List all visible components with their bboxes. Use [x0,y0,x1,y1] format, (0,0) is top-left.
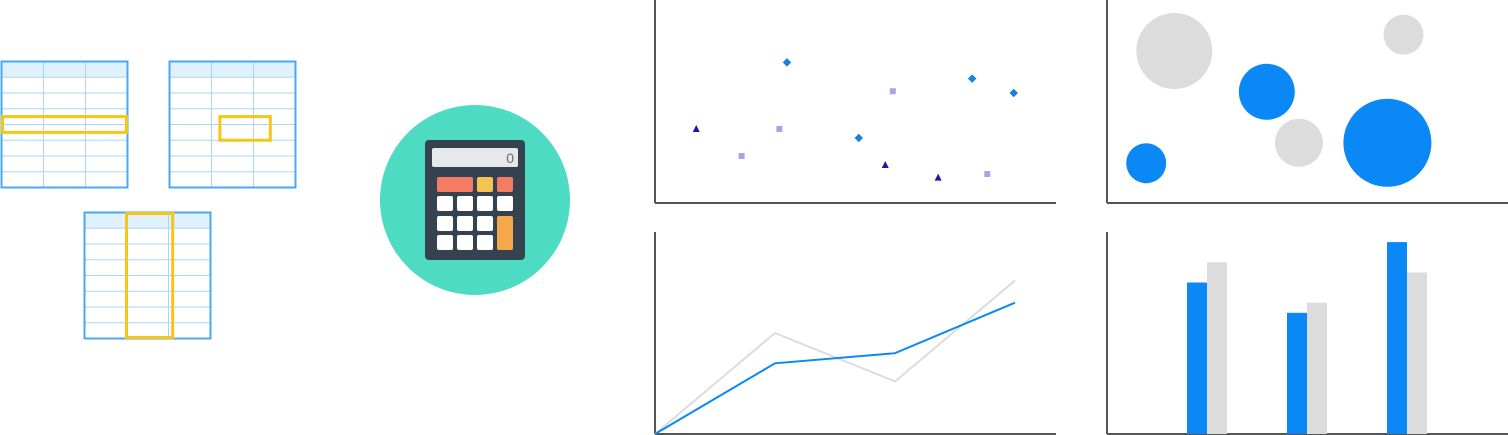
bar-blue [1387,242,1407,434]
spreadsheet-column-selection-icon [83,211,213,341]
scatter-point-triangle [692,125,700,132]
bubble-grey [1274,118,1323,167]
calculator-key [457,196,473,211]
calculator-key [477,235,493,250]
scatter-point-triangle [881,161,889,168]
spreadsheet-row-selection-icon [0,60,130,190]
bar-grey [1207,262,1227,434]
calculator-key [457,216,473,231]
bar-blue [1287,312,1307,434]
scatter-point-square [889,88,896,95]
calculator-key [497,196,513,211]
scatter-point-square [776,126,783,132]
sheet-header-row [169,61,296,78]
bar-grey [1407,272,1427,434]
scatter-point-square [984,171,991,177]
bubble-blue [1238,63,1295,120]
bar-blue [1187,282,1207,434]
calculator-key [437,235,453,250]
bubble-grey [1136,13,1213,89]
selection-highlight [125,212,175,339]
bar-grey [1307,302,1327,434]
scatter-point-diamond [1009,88,1019,98]
calculator-key [497,177,513,192]
selection-highlight [218,115,272,142]
sheet-header-row [84,212,211,229]
line-chart [654,232,1056,435]
bar-chart [1106,232,1508,435]
calculator-key [477,177,493,192]
calculator-display [432,148,518,167]
bubble-blue [1343,98,1432,187]
bubble-grey [1383,14,1424,55]
calculator-key [437,216,453,231]
calculator-key [437,177,473,192]
sheet-header-row [1,61,128,78]
scatter-point-diamond [782,58,792,67]
line-series-grey [654,279,1016,435]
scatter-chart [654,0,1056,204]
spreadsheet-cell-selection-icon [168,60,298,190]
calculator-key [477,216,493,231]
calculator-key [457,235,473,250]
scatter-point-diamond [967,74,977,83]
scatter-point-triangle [934,173,942,181]
calculator-key [437,196,453,211]
sheet-border [168,60,297,189]
calculator-display-value: 0 [506,150,514,166]
bubble-chart [1106,0,1508,204]
calculator-key-tall [497,216,513,250]
scatter-point-diamond [854,133,864,143]
scatter-point-square [738,153,745,159]
bubble-blue [1126,143,1167,184]
calculator-icon: 0 [380,105,570,295]
line-series-blue [654,301,1016,435]
calculator-key [477,196,493,211]
selection-highlight [1,115,128,134]
